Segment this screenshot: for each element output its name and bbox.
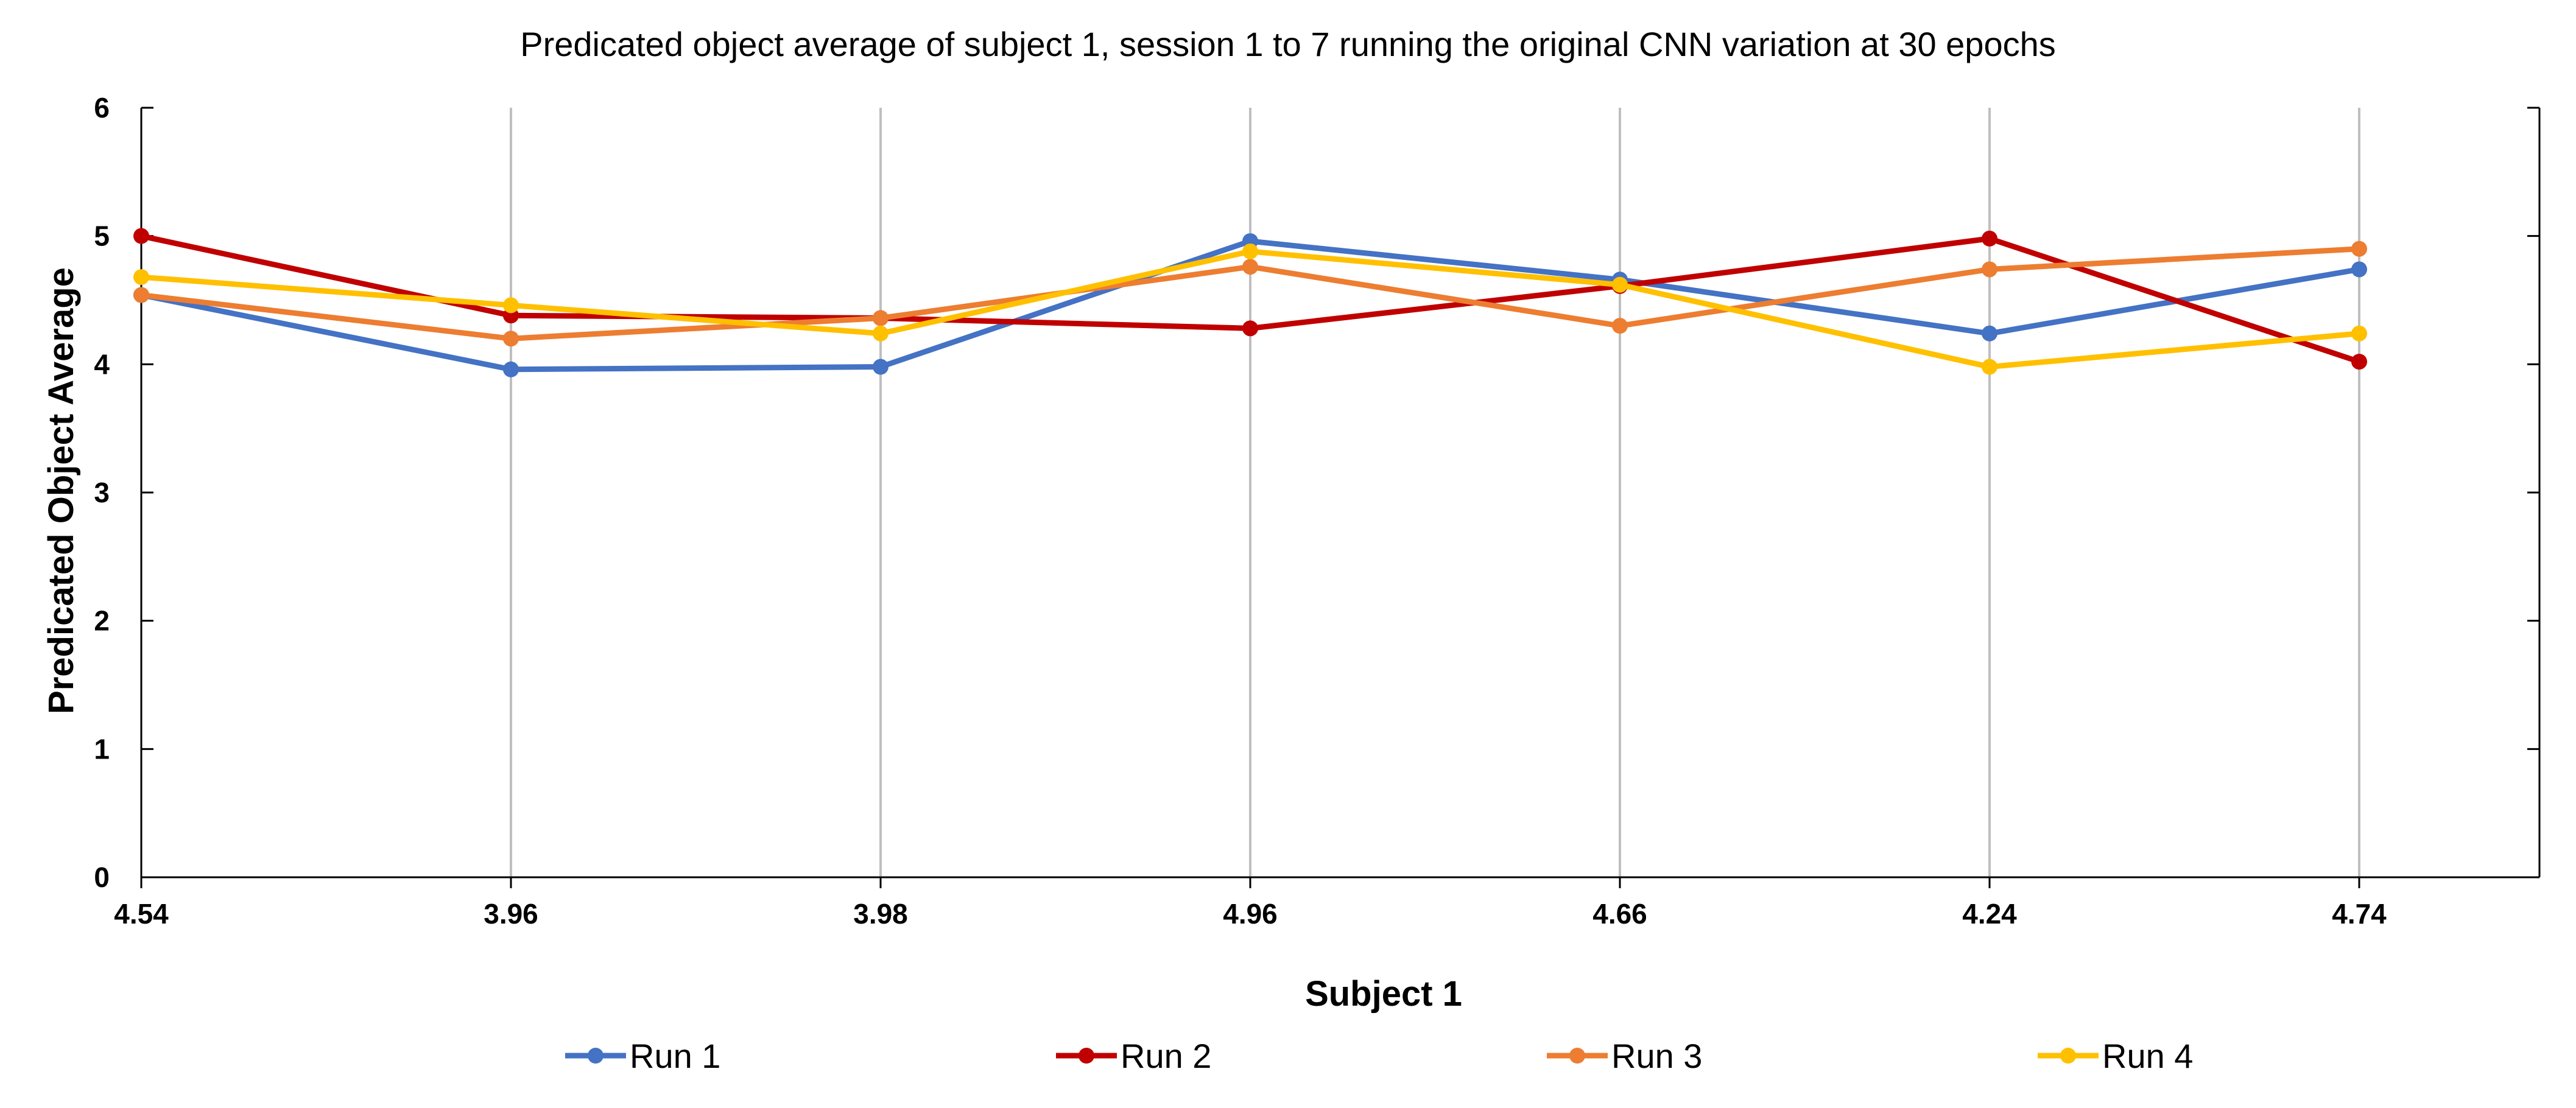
data-point <box>503 331 519 347</box>
series-4 <box>133 243 2367 375</box>
y-tick-label: 1 <box>94 733 110 765</box>
x-tick-label: 4.96 <box>1223 898 1278 930</box>
legend-item-run-4: Run 4 <box>2038 1037 2193 1075</box>
y-tick-label: 3 <box>94 477 110 508</box>
series-layer <box>133 228 2367 377</box>
legend-swatch-marker <box>1569 1048 1585 1064</box>
data-point <box>1242 320 1258 337</box>
data-point <box>873 310 889 326</box>
x-tick-label: 3.96 <box>484 898 538 930</box>
data-point <box>1982 261 1997 278</box>
data-point <box>1612 318 1628 334</box>
series-3 <box>133 240 2367 347</box>
y-tick-label: 4 <box>94 348 110 380</box>
x-tick-label: 3.98 <box>853 898 908 930</box>
data-point <box>873 325 889 342</box>
data-point <box>2351 325 2367 342</box>
legend-item-run-3: Run 3 <box>1547 1037 1702 1075</box>
data-point <box>503 361 519 377</box>
data-point <box>2351 240 2367 257</box>
data-point <box>2351 354 2367 370</box>
data-point <box>133 287 149 303</box>
legend-label: Run 1 <box>630 1037 720 1075</box>
legend-swatch-marker <box>588 1048 604 1064</box>
data-point <box>1982 230 1997 247</box>
legend-item-run-2: Run 2 <box>1056 1037 1211 1075</box>
ticks-layer: 0 1 2 3 4 5 6 4.54 3.96 3.98 4.96 4.66 4.24 4.74 <box>94 92 2387 930</box>
axes-layer <box>140 107 2541 888</box>
legend-label: Run 2 <box>1121 1037 1211 1075</box>
data-point <box>1242 259 1258 275</box>
data-point <box>1612 276 1628 293</box>
x-tick-label: 4.66 <box>1592 898 1647 930</box>
x-tick-label: 4.74 <box>2332 898 2387 930</box>
legend-label: Run 4 <box>2102 1037 2193 1075</box>
legend-swatch-marker <box>2060 1048 2076 1064</box>
data-point <box>133 228 149 244</box>
data-point <box>133 269 149 286</box>
x-tick-label: 4.54 <box>114 898 169 930</box>
y-tick-label: 2 <box>94 605 110 637</box>
legend-item-run-1: Run 1 <box>565 1037 720 1075</box>
data-point <box>1982 325 1997 342</box>
chart-title: Predicated object average of subject 1, … <box>520 25 2056 63</box>
data-point <box>1242 243 1258 259</box>
y-tick-label: 0 <box>94 861 110 893</box>
x-tick-label: 4.24 <box>1962 898 2017 930</box>
data-point <box>503 297 519 314</box>
grid-layer <box>510 108 2360 877</box>
legend-label: Run 3 <box>1611 1037 1702 1075</box>
legend: Run 1 Run 2 Run 3 Run 4 <box>565 1037 2193 1075</box>
data-point <box>1982 359 1997 375</box>
data-point <box>873 359 889 375</box>
data-point <box>2351 261 2367 278</box>
y-axis-title: Predicated Object Average <box>41 267 81 714</box>
y-tick-label: 5 <box>94 220 110 252</box>
y-tick-label: 6 <box>94 92 110 124</box>
legend-swatch-marker <box>1079 1048 1094 1064</box>
x-axis-title: Subject 1 <box>1305 974 1462 1014</box>
